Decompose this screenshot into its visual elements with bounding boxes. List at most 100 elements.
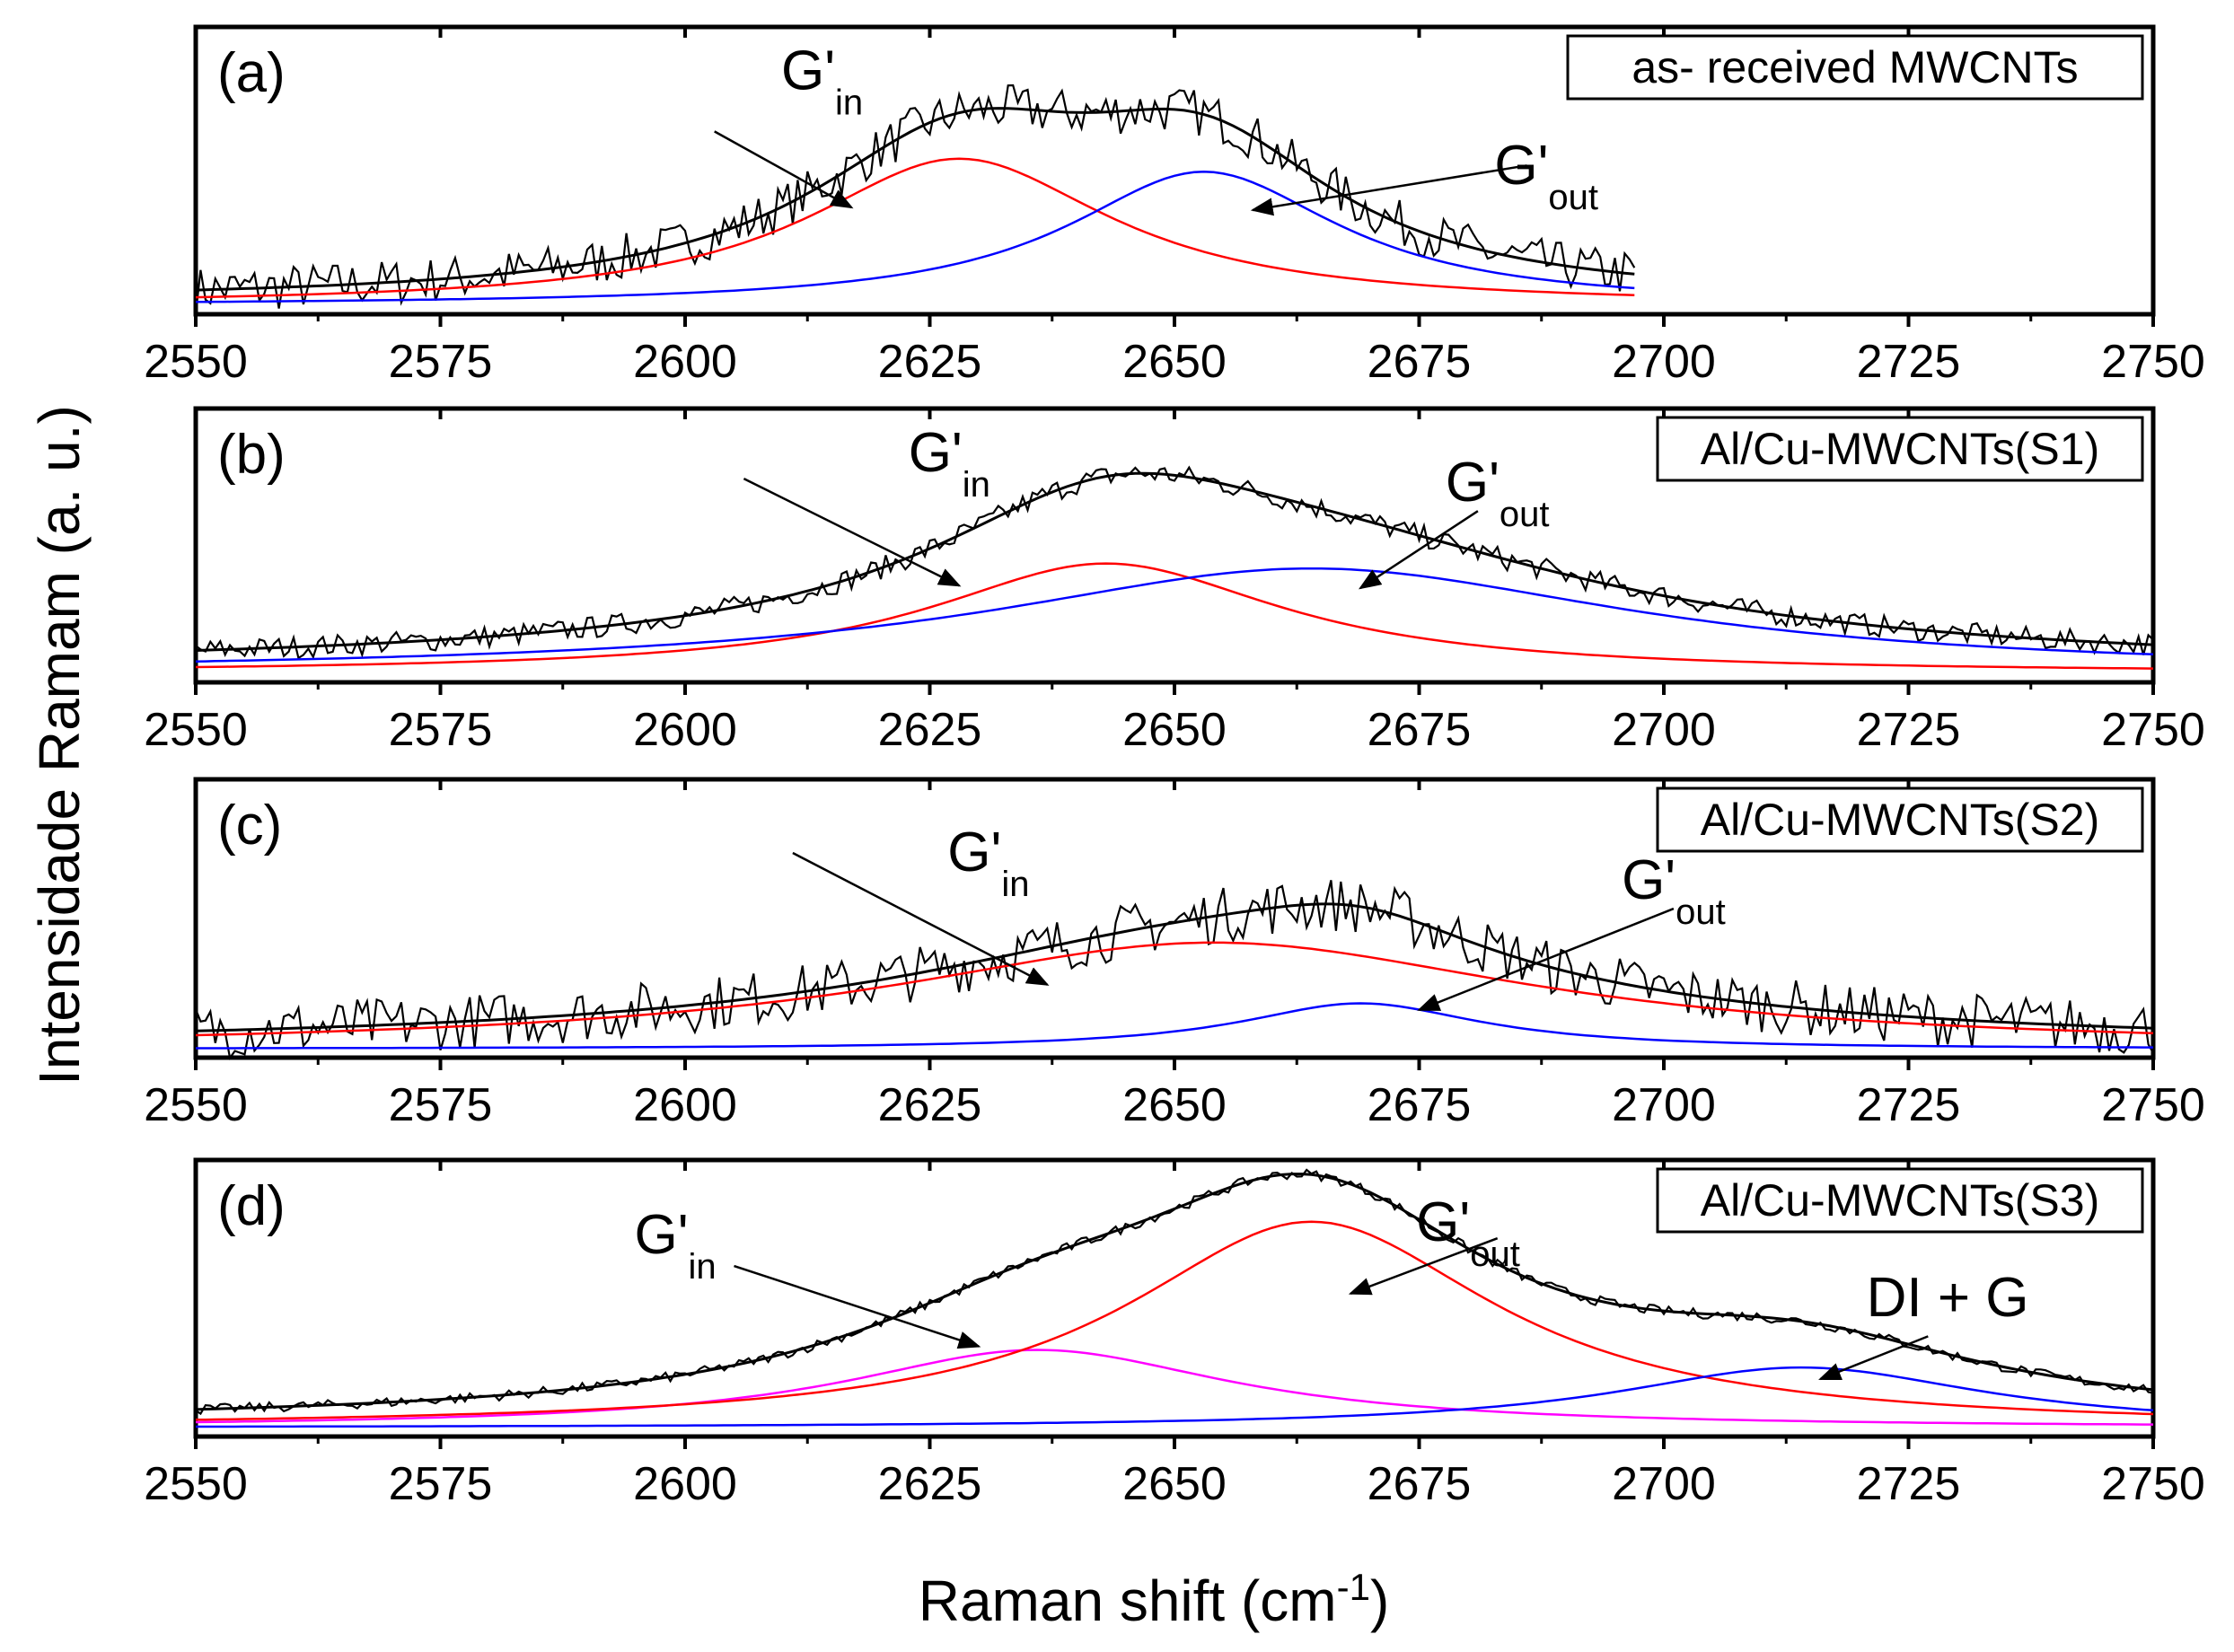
x-tick-label: 2600: [633, 1458, 737, 1510]
panel-3: 2550 2575 2600 2625 2650 2675 2700 2725 2750 (c) A…: [144, 777, 2205, 1131]
x-tick-label: 2675: [1368, 704, 1472, 756]
x-tick-label: 2550: [144, 704, 248, 756]
x-axis-title-sup: -1: [1337, 1566, 1370, 1608]
x-tick-label: 2700: [1612, 704, 1716, 756]
panel-letter: (c): [217, 795, 282, 857]
annotation-arrow: [714, 130, 854, 209]
fit-component-line: [195, 562, 2154, 670]
annotation-arrow: [734, 1264, 981, 1349]
x-tick-label: 2600: [633, 704, 737, 756]
x-tick-label: 2700: [1612, 1079, 1716, 1131]
peak-label: G'in: [947, 822, 1029, 904]
x-tick-label: 2725: [1857, 336, 1961, 388]
panel-letter: (a): [217, 42, 286, 104]
peak-label-main: G': [1416, 1191, 1470, 1253]
panel-letter: (b): [217, 424, 286, 486]
x-axis-title-main: Raman shift (cm: [919, 1569, 1337, 1633]
x-tick-label: 2550: [144, 1458, 248, 1510]
annotation-arrow: [743, 478, 962, 587]
peak-label-main: DI + G: [1867, 1267, 2029, 1329]
x-tick-label: 2625: [878, 336, 982, 388]
peak-label-main: G': [947, 822, 1001, 883]
x-tick-label: 2750: [2101, 1458, 2205, 1510]
x-tick-label: 2625: [878, 1458, 982, 1510]
peak-label-main: G': [781, 40, 835, 102]
peak-label-sub: in: [689, 1247, 717, 1287]
annotation-arrow: [792, 851, 1050, 986]
x-tick-label: 2575: [389, 336, 493, 388]
peak-label-sub: out: [1500, 495, 1550, 534]
x-tick-label: 2750: [2101, 336, 2205, 388]
legend-label: as- received MWCNTs: [1632, 42, 2078, 92]
x-tick-label: 2575: [389, 1079, 493, 1131]
peak-label-main: G': [1494, 135, 1548, 197]
legend-box: [1656, 1167, 2144, 1234]
annotation-arrow: [1818, 1335, 1929, 1381]
x-tick-label: 2700: [1612, 336, 1716, 388]
peak-label-sub: in: [835, 83, 863, 123]
peak-label: G'out: [1622, 849, 1726, 932]
peak-label-sub: out: [1548, 178, 1598, 217]
fit-component-line: [195, 1349, 2153, 1426]
legend-label: Al/Cu-MWCNTs(S1): [1701, 424, 2099, 474]
peak-label: DI + G: [1867, 1267, 2029, 1329]
x-tick-label: 2600: [633, 1079, 737, 1131]
x-tick-label: 2675: [1368, 336, 1472, 388]
panels-group: 2550 2575 2600 2625 2650 2675 2700 2725 2750 (a) a…: [144, 24, 2205, 1510]
x-tick-label: 2725: [1857, 1079, 1961, 1131]
measured-spectrum-line: [194, 83, 1636, 314]
x-tick-label: 2675: [1368, 1079, 1472, 1131]
legend-label: Al/Cu-MWCNTs(S2): [1701, 795, 2099, 845]
x-tick-label: 2550: [144, 336, 248, 388]
peak-label-main: G': [909, 422, 963, 484]
peak-label: G'out: [1494, 135, 1598, 217]
x-tick-label: 2675: [1368, 1458, 1472, 1510]
x-tick-label: 2750: [2101, 1079, 2205, 1131]
cumulative-fit-line: [195, 902, 2154, 1032]
peak-label: G'out: [1446, 452, 1550, 534]
legend: Al/Cu-MWCNTs(S2): [1656, 786, 2144, 853]
panel-letter: (d): [217, 1175, 286, 1237]
fit-component-line: [195, 1220, 2154, 1421]
x-tick-label: 2575: [389, 1458, 493, 1510]
x-tick-label: 2600: [633, 336, 737, 388]
peak-label: G'in: [634, 1204, 716, 1287]
x-tick-label: 2550: [144, 1079, 248, 1131]
cumulative-fit-line: [195, 471, 2154, 652]
x-tick-label: 2650: [1122, 1458, 1227, 1510]
peak-label: G'in: [781, 40, 863, 123]
peak-label-main: G': [1622, 849, 1676, 911]
x-tick-label: 2650: [1122, 336, 1227, 388]
legend: Al/Cu-MWCNTs(S3): [1656, 1167, 2144, 1234]
panel-2: 2550 2575 2600 2625 2650 2675 2700 2725 2750 (b) A…: [144, 406, 2205, 756]
peak-label-main: G': [1446, 452, 1500, 514]
x-tick-label: 2650: [1122, 704, 1227, 756]
x-axis-title: Raman shift (cm-1): [919, 1566, 1390, 1634]
fit-component-line: [195, 567, 2154, 663]
annotation-arrow: [1348, 1237, 1499, 1296]
y-axis-title: Intensidade Ramam (a. u.): [27, 405, 92, 1085]
fit-component-line: [195, 171, 1635, 303]
legend-label: Al/Cu-MWCNTs(S3): [1701, 1175, 2099, 1226]
legend-box: [1656, 786, 2144, 853]
x-tick-label: 2625: [878, 704, 982, 756]
x-tick-label: 2725: [1857, 704, 1961, 756]
peak-label-sub: out: [1470, 1235, 1520, 1274]
x-tick-label: 2700: [1612, 1458, 1716, 1510]
fit-component-line: [195, 157, 1635, 299]
peak-label-sub: out: [1676, 892, 1726, 932]
peak-label-main: G': [634, 1204, 688, 1266]
x-tick-label: 2575: [389, 704, 493, 756]
annotation-arrow: [1359, 510, 1479, 590]
peak-label-sub: in: [963, 465, 990, 505]
panel-4: 2550 2575 2600 2625 2650 2675 2700 2725 2750 (d) A…: [144, 1157, 2205, 1510]
cumulative-fit-line: [195, 107, 1635, 292]
peak-label: G'in: [909, 422, 990, 505]
peak-label: G'out: [1416, 1191, 1520, 1274]
peak-label-sub: in: [1001, 865, 1029, 904]
panel-1: 2550 2575 2600 2625 2650 2675 2700 2725 2750 (a) a…: [144, 24, 2205, 388]
legend: as- received MWCNTs: [1566, 34, 2144, 101]
measured-spectrum-line: [195, 465, 2154, 660]
fit-component-line: [195, 941, 2154, 1037]
